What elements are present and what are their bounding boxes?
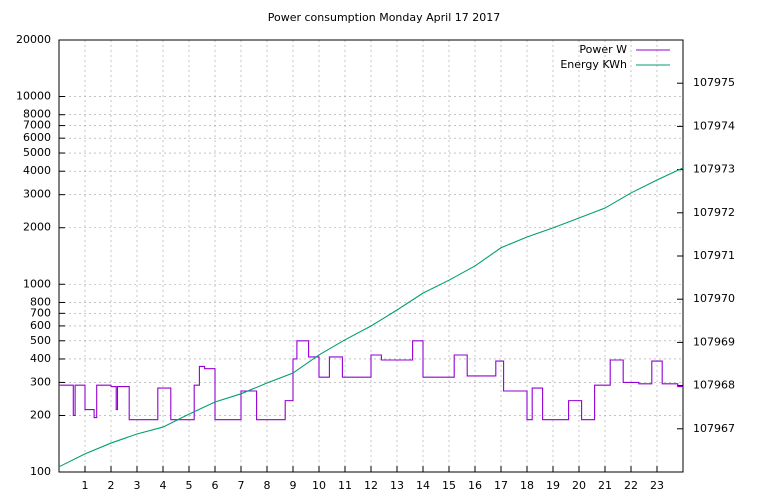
x-tick-label: 17 — [494, 479, 508, 492]
y-tick-label: 300 — [30, 375, 51, 388]
legend-label: Power W — [579, 43, 627, 56]
y2-tick-label: 107973 — [693, 163, 735, 176]
x-tick-label: 22 — [624, 479, 638, 492]
data-line — [59, 340, 683, 421]
x-tick-label: 15 — [442, 479, 456, 492]
x-tick-label: 2 — [108, 479, 115, 492]
data-line — [58, 167, 684, 468]
x-tick-label: 16 — [468, 479, 482, 492]
y-tick-label: 20000 — [16, 33, 51, 46]
y2-tick-label: 107971 — [693, 249, 735, 262]
x-tick-label: 23 — [650, 479, 664, 492]
x-tick-label: 18 — [520, 479, 534, 492]
x-tick-label: 6 — [212, 479, 219, 492]
y-tick-label: 100 — [30, 465, 51, 478]
x-tick-label: 20 — [572, 479, 586, 492]
plot-border — [58, 39, 684, 473]
x-tick-label: 21 — [598, 479, 612, 492]
x-tick-label: 19 — [546, 479, 560, 492]
y-tick-label: 600 — [30, 319, 51, 332]
x-tick-label: 8 — [264, 479, 271, 492]
y-tick-label: 5000 — [23, 146, 51, 159]
x-tick-label: 13 — [390, 479, 404, 492]
y-tick-label: 500 — [30, 334, 51, 347]
y-tick-label: 800 — [30, 295, 51, 308]
y-tick-label: 700 — [30, 306, 51, 319]
y-tick-label: 8000 — [23, 108, 51, 121]
chart-title: Power consumption Monday April 17 2017 — [268, 11, 501, 24]
y-tick-label: 2000 — [23, 221, 51, 234]
y-tick-label: 7000 — [23, 119, 51, 132]
y2-tick-label: 107967 — [693, 422, 735, 435]
y-tick-label: 10000 — [16, 90, 51, 103]
y-tick-label: 3000 — [23, 188, 51, 201]
x-tick-label: 10 — [312, 479, 326, 492]
y-tick-label: 1000 — [23, 277, 51, 290]
y2-tick-label: 107968 — [693, 379, 735, 392]
y2-tick-label: 107974 — [693, 119, 735, 132]
x-tick-label: 7 — [238, 479, 245, 492]
x-tick-label: 5 — [186, 479, 193, 492]
x-tick-label: 11 — [338, 479, 352, 492]
y2-tick-label: 107969 — [693, 335, 735, 348]
x-tick-label: 12 — [364, 479, 378, 492]
x-tick-label: 9 — [290, 479, 297, 492]
y-tick-label: 4000 — [23, 164, 51, 177]
x-tick-label: 4 — [160, 479, 167, 492]
y-tick-label: 400 — [30, 352, 51, 365]
y2-tick-label: 107975 — [693, 76, 735, 89]
y-tick-label: 6000 — [23, 131, 51, 144]
legend-label: Energy KWh — [560, 58, 627, 71]
x-tick-label: 14 — [416, 479, 430, 492]
x-tick-label: 1 — [82, 479, 89, 492]
y2-tick-label: 107970 — [693, 292, 735, 305]
y-tick-label: 200 — [30, 408, 51, 421]
x-tick-label: 3 — [134, 479, 141, 492]
y2-tick-label: 107972 — [693, 206, 735, 219]
